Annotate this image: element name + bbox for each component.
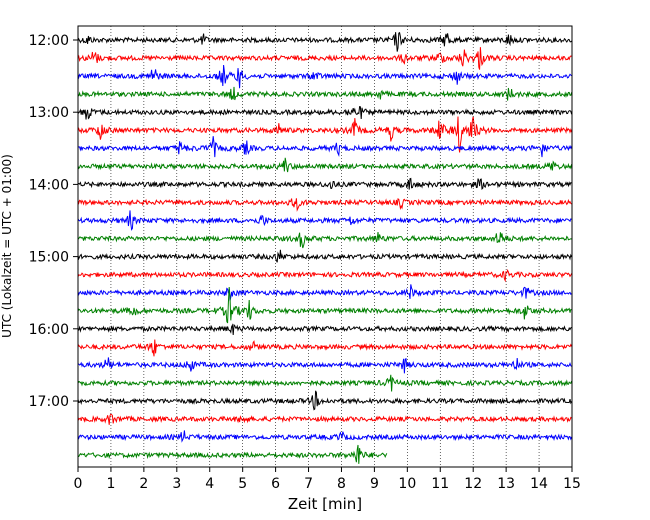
x-tick-label: 8 [337,476,346,492]
trace-16:45 [77,374,573,392]
trace-17:15 [77,413,572,425]
trace-15:45 [77,286,572,324]
trace-14:45 [77,232,572,249]
x-tick-label: 2 [139,476,148,492]
trace-13:45 [77,157,573,173]
x-tick-label: 4 [205,476,214,492]
trace-13:00 [77,105,573,120]
trace-14:15 [77,198,572,212]
trace-17:45 [78,444,388,464]
x-tick-label: 0 [74,476,83,492]
x-tick-label: 6 [271,476,280,492]
x-tick-label: 11 [431,476,449,492]
trace-14:00 [77,177,572,191]
x-tick-label: 5 [238,476,247,492]
plot-frame [77,25,573,468]
x-tick-label: 15 [563,476,581,492]
x-tick-label: 14 [530,476,548,492]
trace-16:00 [77,323,572,335]
trace-16:15 [77,339,573,357]
x-tick-label: 12 [464,476,482,492]
trace-13:15 [77,116,573,153]
x-axis-label: Zeit [min] [288,495,362,513]
y-tick-label: 12:00 [29,33,69,49]
trace-17:30 [77,430,573,443]
trace-16:30 [77,357,572,374]
y-tick-label: 13:00 [29,105,69,121]
trace-15:00 [77,249,573,263]
y-axis-label: UTC (Lokalzeit = UTC + 01:00) [0,154,14,338]
x-tick-label: 3 [172,476,181,492]
trace-14:30 [77,210,572,231]
trace-12:00 [77,31,572,52]
trace-15:15 [77,268,573,283]
y-tick-label: 16:00 [29,322,69,338]
x-tick-label: 1 [106,476,115,492]
trace-group [77,31,573,464]
x-tick-label: 13 [497,476,515,492]
y-axis-ticks: 12:00 13:00 14:00 15:00 16:00 17:00 [29,33,78,410]
trace-17:00 [77,390,573,411]
x-axis-ticks: 0 1 2 3 4 5 6 7 8 9 10 11 12 13 14 15 [74,467,581,492]
y-tick-label: 15:00 [29,250,69,266]
x-tick-label: 10 [398,476,416,492]
y-tick-label: 14:00 [29,177,69,193]
trace-12:15 [77,47,572,70]
trace-15:30 [77,284,572,301]
x-tick-label: 9 [370,476,379,492]
trace-12:45 [77,86,573,101]
trace-12:30 [77,64,572,89]
trace-13:30 [77,136,573,158]
y-tick-label: 17:00 [29,394,69,410]
x-tick-label: 7 [304,476,313,492]
